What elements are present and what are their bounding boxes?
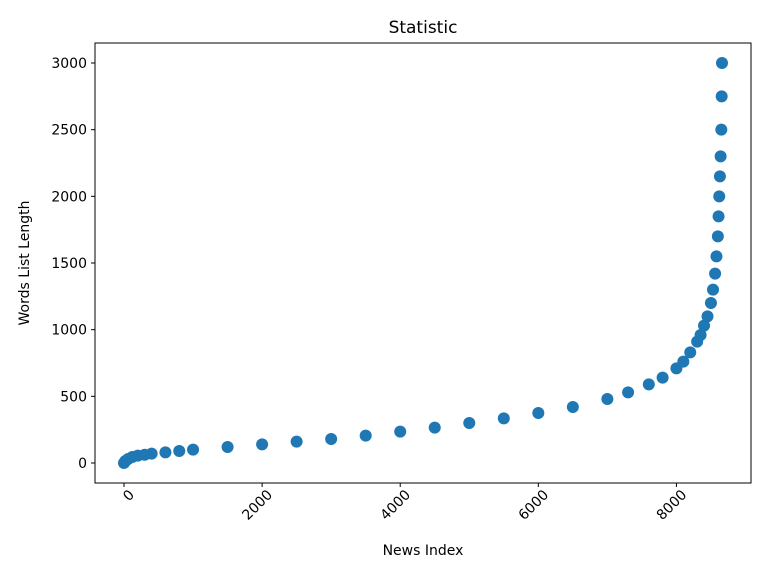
data-point [715,123,728,136]
data-point [394,425,407,438]
y-tick-label: 500 [60,389,87,405]
data-point [566,401,579,413]
data-points [118,57,728,469]
data-point [601,393,614,405]
data-point [694,329,707,341]
data-point [173,445,186,457]
data-point [145,447,158,460]
data-point [709,267,722,280]
data-point [714,150,727,163]
data-point [707,283,720,296]
data-point [290,435,303,448]
data-point [359,429,372,442]
chart-title: Statistic [389,18,458,38]
data-point [463,417,476,429]
y-tick-label: 2500 [51,123,87,139]
data-point [532,407,545,419]
y-axis-label: Words List Length [17,201,33,326]
data-point [713,190,726,203]
data-point [710,250,723,263]
data-point [712,210,725,223]
data-point [713,170,726,183]
data-point [711,230,724,243]
data-point [622,386,635,399]
data-point [715,90,728,103]
y-tick-label: 2000 [51,189,87,205]
y-tick-label: 3000 [51,56,87,72]
data-point [701,310,714,323]
data-point [677,355,690,368]
data-point [256,438,269,451]
data-point [684,346,697,359]
y-tick-label: 1500 [51,256,87,272]
data-point [698,319,711,332]
data-point [428,421,441,434]
data-point [704,297,717,309]
data-point [325,433,338,445]
data-point [497,412,510,425]
y-tick-label: 0 [78,456,87,472]
data-point [221,441,234,453]
data-point [159,446,172,459]
data-point [716,57,728,69]
data-point [656,371,669,384]
data-point [187,443,200,456]
y-tick-label: 1000 [51,323,87,339]
x-axis-label: News Index [383,543,464,559]
data-point [642,378,655,391]
y-axis-ticks: 0 500 1000 1500 2000 2500 3000 [51,56,95,472]
